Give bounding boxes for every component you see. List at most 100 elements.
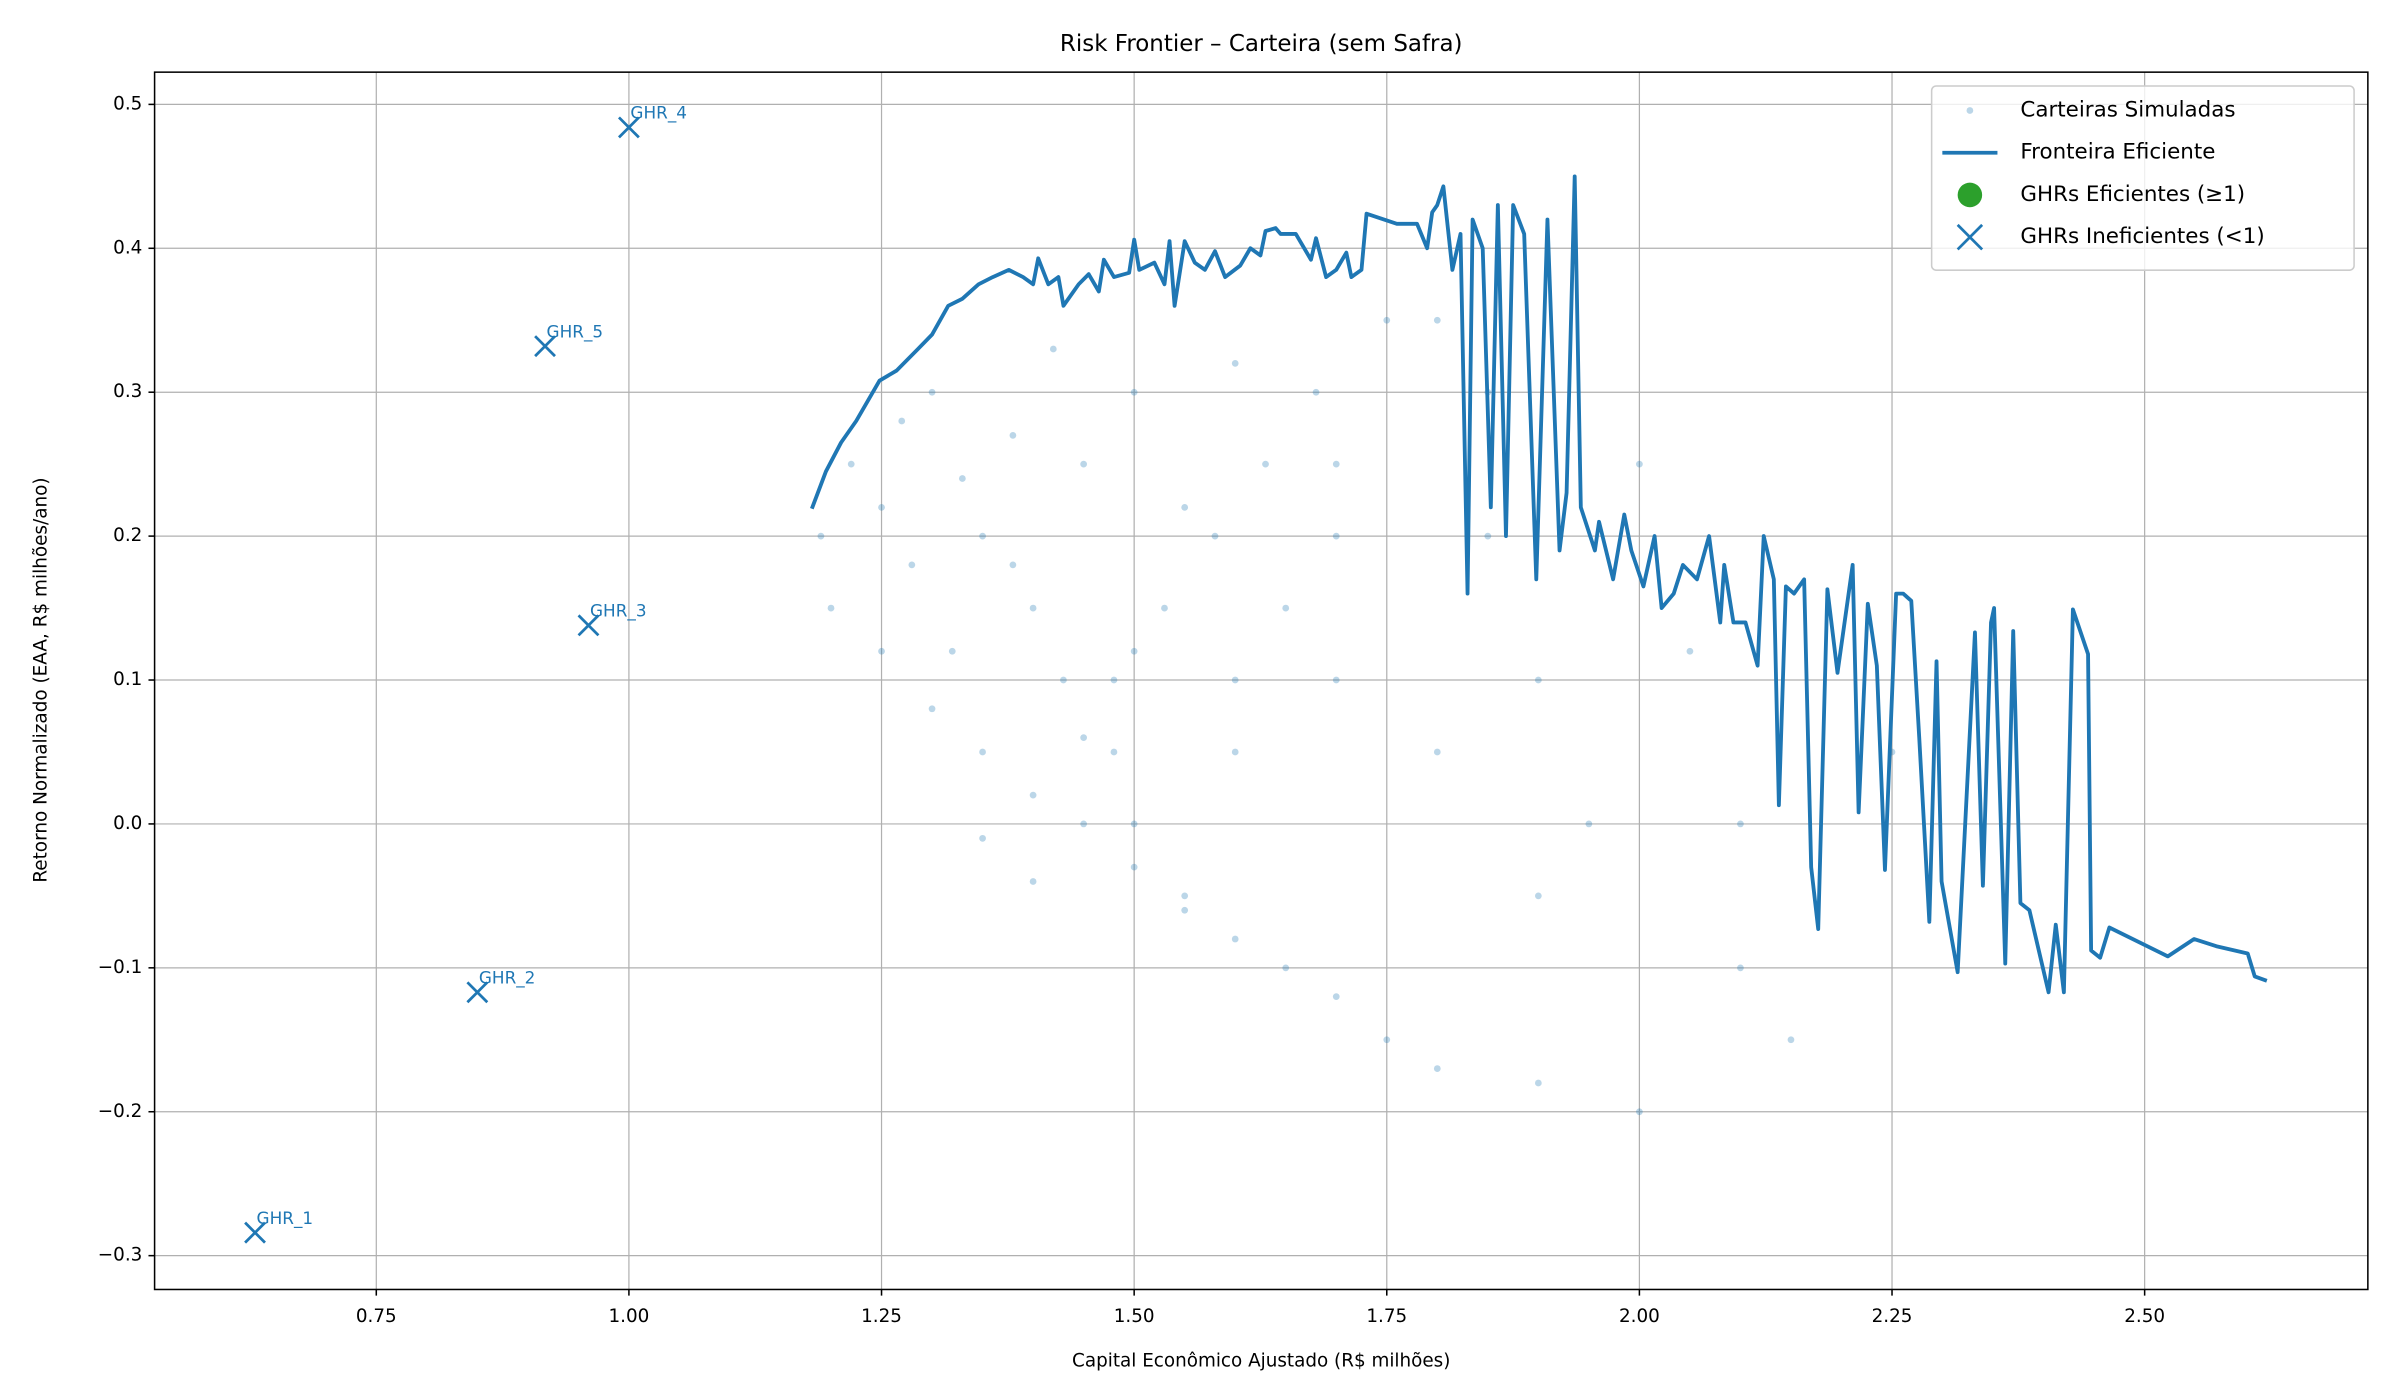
simulated-point [948,647,956,655]
ghr-label: GHR_3 [590,601,647,622]
simulated-point [1009,561,1017,569]
legend-label: Fronteira Eficiente [2020,140,2215,165]
simulated-point [1231,360,1239,367]
x-tick-label: 1.75 [1366,1306,1407,1327]
legend-box [1930,85,2355,271]
legend: Carteiras Simuladas Fronteira Eficiente GH… [1930,85,2355,271]
x-tick-label: 1.50 [1114,1306,1155,1327]
simulated-point [1130,388,1138,396]
simulated-point [1060,676,1067,684]
simulated-point [1383,316,1391,324]
ghr-label: GHR_1 [257,1208,314,1229]
y-tick-label: 0.5 [113,93,142,114]
simulated-point [928,388,936,396]
simulated-point [1130,647,1138,655]
simulated-point [908,561,916,569]
x-tick-label: 2.50 [2124,1306,2165,1327]
y-tick-label: −0.2 [98,1101,143,1122]
simulated-point [1433,316,1441,324]
simulated-point [1009,431,1017,439]
frontier-line [810,174,2268,995]
cross-marker [244,1221,266,1244]
simulated-point [1029,878,1037,885]
simulated-point [1282,964,1290,972]
x-tick-label: 2.25 [1872,1306,1913,1327]
simulated-point [1332,993,1340,1000]
simulated-point [1029,604,1037,612]
simulated-point [1332,532,1340,540]
cross-marker [577,614,600,637]
simulated-point [1737,964,1744,972]
simulated-point [1080,460,1087,468]
simulated-point [1636,1108,1643,1116]
simulated-point [1787,1036,1795,1044]
simulated-point [979,748,986,756]
legend-label: GHRs Ineficientes (<1) [2020,224,2264,249]
simulated-point [1332,676,1340,684]
y-tick-label: 0.4 [113,237,142,258]
simulated-point [1534,1079,1542,1087]
simulated-point [1130,820,1138,828]
simulated-point [1262,460,1269,468]
legend-symbol [1966,107,1974,114]
simulated-point [1110,676,1118,684]
cross-marker [617,116,640,139]
simulated-point [979,532,986,540]
ghr-label: GHR_4 [630,103,687,124]
simulated-point [1534,676,1542,684]
simulated-point [1049,345,1057,353]
simulated-point [1181,503,1189,511]
simulated-point [979,834,986,842]
y-tick-label: 0.1 [113,669,142,690]
legend-label: GHRs Eficientes (≥1) [2020,182,2245,207]
simulated-point [1110,748,1118,756]
y-axis-label: Retorno Normalizado (EAA, R$ milhões/ano… [30,477,51,882]
simulated-point [1080,734,1087,741]
simulated-point [1737,820,1744,828]
x-tick-label: 2.00 [1619,1306,1660,1327]
x-tick-label: 1.00 [608,1306,649,1327]
simulated-point [1484,532,1492,540]
y-tick-label: −0.3 [98,1245,143,1266]
simulated-point [1534,892,1542,900]
ghr-label: GHR_2 [479,967,536,988]
simulated-point [827,604,835,612]
ghr-label: GHR_5 [547,321,604,342]
simulated-point [1585,820,1593,828]
simulated-point [928,705,936,713]
simulated-point [1181,906,1189,914]
plot-frame [153,71,2369,1291]
simulated-point [1686,647,1694,655]
cross-marker [466,981,489,1004]
y-tick-label: 0.2 [113,525,142,546]
simulated-point [1332,460,1340,468]
simulated-point [1181,892,1189,900]
y-tick-label: −0.1 [98,957,143,978]
simulated-point [1636,460,1643,468]
x-tick-label: 1.25 [861,1306,902,1327]
simulated-point [878,503,885,511]
simulated-point [1231,748,1239,756]
x-axis-label: Capital Econômico Ajustado (R$ milhões) [1072,1351,1450,1372]
legend-symbol [1957,182,1983,208]
simulated-point [1080,820,1087,828]
simulated-point [1029,791,1037,799]
x-tick-label: 0.75 [356,1306,397,1327]
simulated-point [1161,604,1168,612]
simulated-point [1433,748,1441,756]
cross-marker [1956,223,1984,251]
grid [154,72,2368,1290]
simulated-point [1231,676,1239,684]
y-tick-label: 0.0 [113,813,142,834]
simulated-point [1282,604,1290,612]
simulated-point [959,475,966,482]
simulated-point [1130,863,1138,871]
legend-label: Carteiras Simuladas [2020,98,2235,123]
simulated-point [1211,532,1219,540]
simulated-point [898,417,906,425]
simulated-point [1433,1065,1441,1072]
simulated-point [1312,388,1320,396]
simulated-point [1231,935,1239,943]
